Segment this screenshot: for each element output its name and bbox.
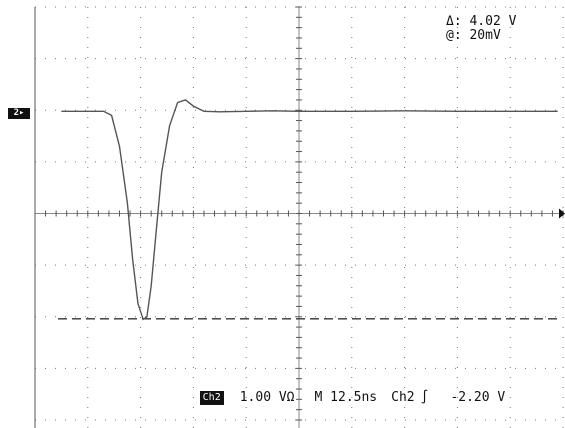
- rising-edge-icon: ∫: [420, 390, 429, 405]
- status-volts-per-div: 1.00 VΩ: [239, 390, 295, 405]
- channel-2-waveform-trace: [61, 99, 558, 321]
- cursor-delta-readout: Δ: 4.02 V: [446, 14, 517, 29]
- status-bar: Ch2 1.00 VΩ M 12.5ns Ch2 ∫ -2.20 V: [184, 374, 505, 406]
- status-timebase: M 12.5ns: [314, 390, 378, 405]
- graticule-center-axes: [34, 6, 564, 428]
- status-channel-label: Ch2: [199, 391, 224, 405]
- cursor-at-readout: @: 20mV: [446, 28, 501, 43]
- channel-2-ground-marker[interactable]: 2▸: [8, 108, 30, 119]
- trigger-position-marker: [559, 208, 565, 219]
- status-trigger-source: Ch2: [391, 390, 415, 405]
- status-trigger-level: -2.20 V: [450, 390, 506, 405]
